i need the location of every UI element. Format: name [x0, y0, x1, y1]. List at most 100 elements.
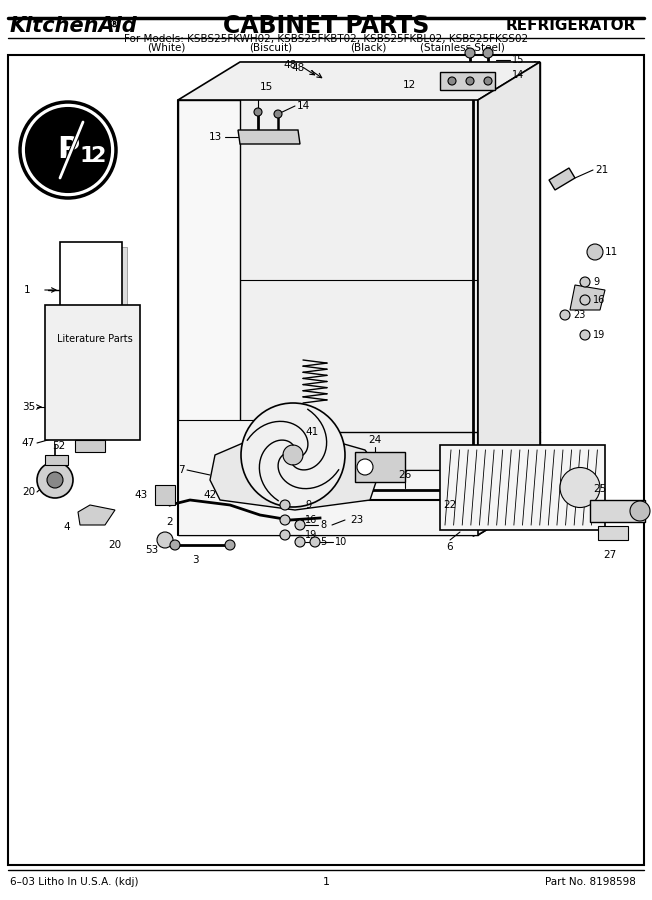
Text: (Biscuit): (Biscuit): [249, 42, 292, 52]
Polygon shape: [45, 455, 68, 465]
Text: CABINET PARTS: CABINET PARTS: [223, 14, 429, 38]
Text: Part No. 8198598: Part No. 8198598: [545, 877, 636, 887]
Bar: [60, 242, 122, 320]
Polygon shape: [240, 62, 540, 497]
Text: 8: 8: [320, 520, 326, 530]
Text: 1: 1: [23, 285, 30, 295]
Text: 4: 4: [63, 522, 70, 532]
Text: 21: 21: [595, 165, 608, 175]
Circle shape: [280, 515, 290, 525]
Text: 2: 2: [90, 146, 106, 166]
Circle shape: [466, 77, 474, 85]
Text: 1: 1: [80, 146, 95, 166]
Circle shape: [580, 295, 590, 305]
Circle shape: [280, 500, 290, 510]
Text: 23: 23: [573, 310, 585, 320]
Text: 3: 3: [192, 555, 198, 565]
Text: 26: 26: [398, 470, 411, 480]
Circle shape: [47, 472, 63, 488]
Text: (White): (White): [147, 42, 185, 52]
Text: 16: 16: [593, 295, 605, 305]
Text: 43: 43: [135, 490, 148, 500]
Text: 48: 48: [291, 63, 305, 73]
Circle shape: [310, 537, 320, 547]
Text: 16: 16: [305, 515, 318, 525]
Text: 20: 20: [22, 487, 35, 497]
Bar: [65, 247, 127, 325]
Circle shape: [280, 530, 290, 540]
Polygon shape: [478, 62, 540, 535]
Text: 15: 15: [512, 55, 524, 65]
Polygon shape: [78, 505, 115, 525]
Text: 6–03 Litho In U.S.A. (kdj): 6–03 Litho In U.S.A. (kdj): [10, 877, 138, 887]
Circle shape: [170, 540, 180, 550]
Polygon shape: [178, 100, 478, 535]
Text: 10: 10: [335, 537, 348, 547]
Text: 2: 2: [167, 517, 173, 527]
Text: 20: 20: [108, 540, 121, 550]
Circle shape: [254, 108, 262, 116]
Text: P: P: [57, 136, 79, 165]
Polygon shape: [590, 500, 645, 522]
Circle shape: [26, 108, 110, 192]
Text: (Stainless Steel): (Stainless Steel): [421, 42, 505, 52]
Text: 5: 5: [320, 537, 326, 547]
Text: 27: 27: [603, 550, 617, 560]
Polygon shape: [549, 168, 575, 190]
Circle shape: [484, 77, 492, 85]
Circle shape: [295, 520, 305, 530]
Circle shape: [274, 110, 282, 118]
Text: 1: 1: [323, 877, 329, 887]
Circle shape: [37, 462, 73, 498]
Circle shape: [448, 77, 456, 85]
Circle shape: [157, 532, 173, 548]
Text: 41: 41: [305, 427, 318, 437]
Text: 11: 11: [605, 247, 618, 257]
Text: 9: 9: [593, 277, 599, 287]
Text: 24: 24: [368, 435, 381, 445]
Text: 12: 12: [403, 80, 416, 90]
Polygon shape: [238, 130, 300, 144]
Text: 35: 35: [22, 402, 35, 412]
Polygon shape: [355, 452, 405, 482]
Text: 14: 14: [512, 70, 524, 80]
Polygon shape: [598, 526, 628, 540]
Circle shape: [465, 48, 475, 58]
Circle shape: [20, 102, 116, 198]
Text: 48: 48: [284, 60, 297, 70]
Circle shape: [357, 459, 373, 475]
Polygon shape: [210, 435, 380, 510]
Circle shape: [283, 445, 303, 465]
Circle shape: [225, 540, 235, 550]
Text: 19: 19: [305, 530, 318, 540]
Circle shape: [587, 244, 603, 260]
Text: 7: 7: [179, 465, 185, 475]
Text: 47: 47: [22, 438, 35, 448]
Polygon shape: [440, 445, 605, 530]
Circle shape: [295, 537, 305, 547]
Text: 52: 52: [52, 441, 65, 451]
Text: 15: 15: [260, 82, 273, 92]
Circle shape: [483, 48, 493, 58]
Text: (Black): (Black): [350, 42, 387, 52]
Circle shape: [580, 330, 590, 340]
Polygon shape: [45, 305, 140, 440]
Polygon shape: [570, 285, 605, 310]
Circle shape: [580, 277, 590, 287]
Text: 25: 25: [593, 484, 606, 494]
Text: 14: 14: [297, 101, 310, 111]
Text: For Models: KSBS25FKWH02, KSBS25FKBT02, KSBS25FKBL02, KSBS25FKSS02: For Models: KSBS25FKWH02, KSBS25FKBT02, …: [124, 34, 528, 44]
Polygon shape: [440, 72, 495, 90]
Text: 9: 9: [305, 500, 311, 510]
Circle shape: [560, 467, 600, 508]
Text: 6: 6: [447, 542, 453, 552]
Text: KitchenAid: KitchenAid: [10, 16, 138, 36]
Text: 22: 22: [443, 500, 456, 510]
Polygon shape: [178, 420, 478, 535]
Circle shape: [241, 403, 345, 507]
Polygon shape: [155, 485, 175, 505]
Text: 13: 13: [209, 132, 222, 142]
Text: Literature Parts: Literature Parts: [57, 334, 133, 344]
Polygon shape: [75, 440, 105, 452]
Text: 23: 23: [350, 515, 363, 525]
